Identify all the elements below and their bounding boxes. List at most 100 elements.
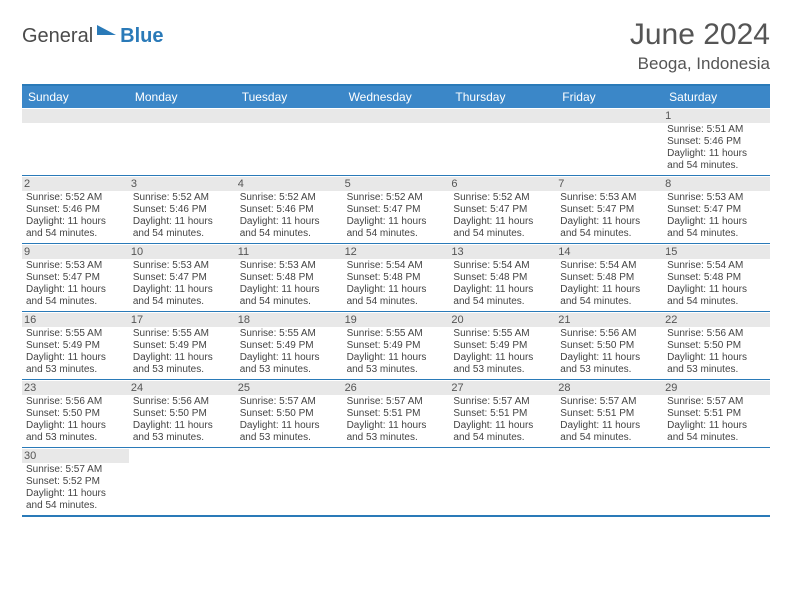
daylight-text: Daylight: 11 hours and 54 minutes. (347, 284, 446, 308)
calendar-cell: 5Sunrise: 5:52 AMSunset: 5:47 PMDaylight… (343, 176, 450, 243)
weekday-header: Monday (129, 86, 236, 108)
sunset-text: Sunset: 5:48 PM (560, 272, 659, 284)
sunrise-text: Sunrise: 5:54 AM (453, 260, 552, 272)
flag-icon (96, 24, 118, 42)
logo-text-blue: Blue (120, 25, 163, 48)
sunrise-text: Sunrise: 5:55 AM (240, 328, 339, 340)
calendar-cell (343, 108, 450, 175)
daylight-text: Daylight: 11 hours and 54 minutes. (560, 216, 659, 240)
sunrise-text: Sunrise: 5:54 AM (347, 260, 446, 272)
day-info: Sunrise: 5:55 AMSunset: 5:49 PMDaylight:… (26, 328, 125, 376)
sunrise-text: Sunrise: 5:52 AM (26, 192, 125, 204)
day-number: 6 (449, 177, 556, 191)
calendar-cell: 10Sunrise: 5:53 AMSunset: 5:47 PMDayligh… (129, 244, 236, 311)
empty-daynum (449, 109, 556, 123)
sunrise-text: Sunrise: 5:52 AM (133, 192, 232, 204)
calendar-cell: 12Sunrise: 5:54 AMSunset: 5:48 PMDayligh… (343, 244, 450, 311)
calendar-cell: 3Sunrise: 5:52 AMSunset: 5:46 PMDaylight… (129, 176, 236, 243)
week-row: 16Sunrise: 5:55 AMSunset: 5:49 PMDayligh… (22, 312, 770, 380)
day-info: Sunrise: 5:52 AMSunset: 5:46 PMDaylight:… (240, 192, 339, 240)
day-number: 13 (449, 245, 556, 259)
day-info: Sunrise: 5:56 AMSunset: 5:50 PMDaylight:… (133, 396, 232, 444)
daylight-text: Daylight: 11 hours and 54 minutes. (667, 148, 766, 172)
calendar-cell: 23Sunrise: 5:56 AMSunset: 5:50 PMDayligh… (22, 380, 129, 447)
calendar-cell (22, 108, 129, 175)
calendar-cell (129, 108, 236, 175)
sunset-text: Sunset: 5:49 PM (133, 340, 232, 352)
sunrise-text: Sunrise: 5:54 AM (560, 260, 659, 272)
sunset-text: Sunset: 5:49 PM (26, 340, 125, 352)
day-info: Sunrise: 5:53 AMSunset: 5:47 PMDaylight:… (667, 192, 766, 240)
daylight-text: Daylight: 11 hours and 54 minutes. (453, 216, 552, 240)
daylight-text: Daylight: 11 hours and 54 minutes. (240, 284, 339, 308)
day-number: 10 (129, 245, 236, 259)
daylight-text: Daylight: 11 hours and 54 minutes. (560, 420, 659, 444)
weekday-header: Friday (556, 86, 663, 108)
daylight-text: Daylight: 11 hours and 53 minutes. (667, 352, 766, 376)
calendar-cell (343, 448, 450, 515)
sunset-text: Sunset: 5:50 PM (26, 408, 125, 420)
day-number: 30 (22, 449, 129, 463)
sunrise-text: Sunrise: 5:55 AM (453, 328, 552, 340)
day-number: 14 (556, 245, 663, 259)
sunrise-text: Sunrise: 5:51 AM (667, 124, 766, 136)
day-info: Sunrise: 5:57 AMSunset: 5:51 PMDaylight:… (453, 396, 552, 444)
sunrise-text: Sunrise: 5:52 AM (453, 192, 552, 204)
day-info: Sunrise: 5:55 AMSunset: 5:49 PMDaylight:… (133, 328, 232, 376)
calendar-cell: 9Sunrise: 5:53 AMSunset: 5:47 PMDaylight… (22, 244, 129, 311)
day-info: Sunrise: 5:57 AMSunset: 5:50 PMDaylight:… (240, 396, 339, 444)
sunset-text: Sunset: 5:49 PM (347, 340, 446, 352)
day-number: 11 (236, 245, 343, 259)
calendar-cell: 21Sunrise: 5:56 AMSunset: 5:50 PMDayligh… (556, 312, 663, 379)
day-number: 28 (556, 381, 663, 395)
daylight-text: Daylight: 11 hours and 54 minutes. (133, 284, 232, 308)
sunrise-text: Sunrise: 5:55 AM (347, 328, 446, 340)
day-info: Sunrise: 5:52 AMSunset: 5:46 PMDaylight:… (26, 192, 125, 240)
daylight-text: Daylight: 11 hours and 53 minutes. (347, 352, 446, 376)
sunset-text: Sunset: 5:51 PM (347, 408, 446, 420)
daylight-text: Daylight: 11 hours and 53 minutes. (133, 420, 232, 444)
day-number: 24 (129, 381, 236, 395)
daylight-text: Daylight: 11 hours and 53 minutes. (133, 352, 232, 376)
calendar-cell (449, 108, 556, 175)
calendar-cell: 15Sunrise: 5:54 AMSunset: 5:48 PMDayligh… (663, 244, 770, 311)
calendar-cell: 4Sunrise: 5:52 AMSunset: 5:46 PMDaylight… (236, 176, 343, 243)
sunset-text: Sunset: 5:49 PM (453, 340, 552, 352)
sunrise-text: Sunrise: 5:57 AM (560, 396, 659, 408)
day-info: Sunrise: 5:53 AMSunset: 5:47 PMDaylight:… (560, 192, 659, 240)
calendar-cell: 24Sunrise: 5:56 AMSunset: 5:50 PMDayligh… (129, 380, 236, 447)
sunset-text: Sunset: 5:47 PM (560, 204, 659, 216)
calendar-cell: 7Sunrise: 5:53 AMSunset: 5:47 PMDaylight… (556, 176, 663, 243)
calendar-cell: 25Sunrise: 5:57 AMSunset: 5:50 PMDayligh… (236, 380, 343, 447)
day-number: 7 (556, 177, 663, 191)
daylight-text: Daylight: 11 hours and 54 minutes. (667, 420, 766, 444)
day-number: 16 (22, 313, 129, 327)
week-row: 30Sunrise: 5:57 AMSunset: 5:52 PMDayligh… (22, 448, 770, 515)
calendar-cell: 11Sunrise: 5:53 AMSunset: 5:48 PMDayligh… (236, 244, 343, 311)
sunrise-text: Sunrise: 5:53 AM (667, 192, 766, 204)
day-info: Sunrise: 5:53 AMSunset: 5:48 PMDaylight:… (240, 260, 339, 308)
day-number: 3 (129, 177, 236, 191)
daylight-text: Daylight: 11 hours and 53 minutes. (347, 420, 446, 444)
sunrise-text: Sunrise: 5:53 AM (133, 260, 232, 272)
calendar-cell: 26Sunrise: 5:57 AMSunset: 5:51 PMDayligh… (343, 380, 450, 447)
calendar-cell: 14Sunrise: 5:54 AMSunset: 5:48 PMDayligh… (556, 244, 663, 311)
daylight-text: Daylight: 11 hours and 53 minutes. (240, 420, 339, 444)
sunrise-text: Sunrise: 5:55 AM (26, 328, 125, 340)
sunrise-text: Sunrise: 5:57 AM (26, 464, 125, 476)
day-number: 4 (236, 177, 343, 191)
day-info: Sunrise: 5:55 AMSunset: 5:49 PMDaylight:… (240, 328, 339, 376)
week-row: 9Sunrise: 5:53 AMSunset: 5:47 PMDaylight… (22, 244, 770, 312)
day-number: 23 (22, 381, 129, 395)
day-number: 2 (22, 177, 129, 191)
calendar-cell: 18Sunrise: 5:55 AMSunset: 5:49 PMDayligh… (236, 312, 343, 379)
logo-text-general: General (22, 25, 93, 48)
day-number: 22 (663, 313, 770, 327)
calendar-cell: 20Sunrise: 5:55 AMSunset: 5:49 PMDayligh… (449, 312, 556, 379)
daylight-text: Daylight: 11 hours and 54 minutes. (667, 284, 766, 308)
page-header: General Blue June 2024 Beoga, Indonesia (22, 18, 770, 74)
day-info: Sunrise: 5:56 AMSunset: 5:50 PMDaylight:… (26, 396, 125, 444)
sunrise-text: Sunrise: 5:56 AM (133, 396, 232, 408)
calendar-cell: 29Sunrise: 5:57 AMSunset: 5:51 PMDayligh… (663, 380, 770, 447)
weekday-header: Sunday (22, 86, 129, 108)
